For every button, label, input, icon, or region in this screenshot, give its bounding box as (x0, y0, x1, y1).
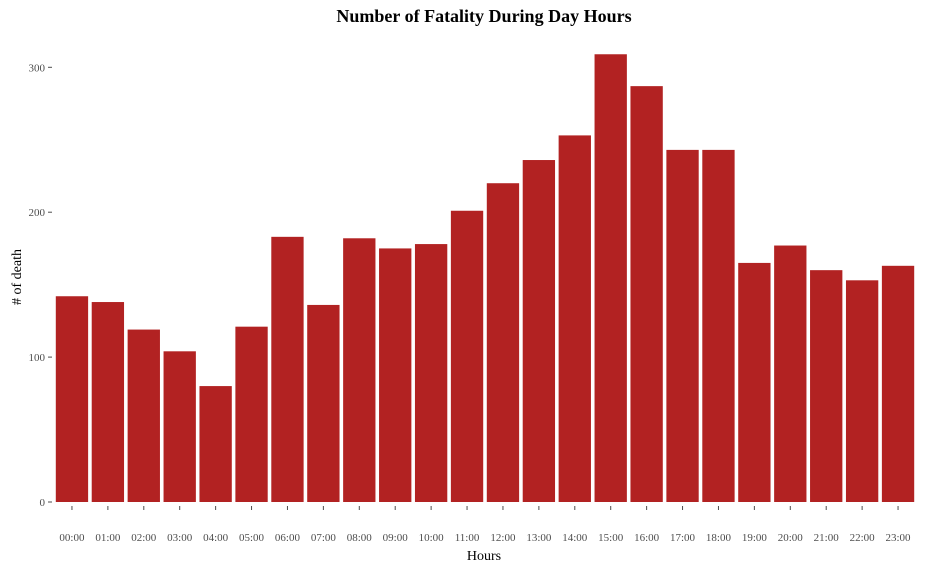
x-tick-label: 21:00 (814, 532, 840, 544)
bar (91, 302, 125, 502)
x-tick-label: 10:00 (419, 532, 445, 544)
bar (163, 351, 196, 502)
y-tick-label: 100 (29, 352, 46, 364)
bar (774, 245, 807, 503)
bar (307, 304, 340, 502)
bar (702, 149, 735, 502)
y-tick-label: 300 (29, 62, 46, 74)
x-axis-label: Hours (467, 549, 501, 564)
x-tick-label: 04:00 (203, 532, 229, 544)
x-tick-label: 17:00 (670, 532, 696, 544)
x-tick-label: 13:00 (526, 532, 552, 544)
bar (55, 296, 89, 502)
x-tick-label: 19:00 (742, 532, 768, 544)
y-tick-label: 0 (40, 497, 46, 509)
x-tick-label: 09:00 (383, 532, 409, 544)
bar (522, 160, 556, 502)
x-axis: 00:00 01:00 02:00 03:00 04:00 05:00 06:00 07:00… (59, 506, 911, 544)
x-tick-label: 16:00 (634, 532, 660, 544)
y-axis: 0 100 200 300 (29, 62, 52, 509)
chart-title: Number of Fatality During Day Hours (336, 6, 631, 26)
y-axis-label: # of death (10, 249, 25, 305)
bar (414, 244, 448, 502)
x-tick-label: 23:00 (886, 532, 912, 544)
bar (881, 265, 915, 502)
bar (666, 149, 699, 502)
bars (55, 54, 915, 503)
x-tick-label: 07:00 (311, 532, 337, 544)
bar (379, 248, 412, 502)
bar (594, 54, 627, 502)
x-tick-label: 03:00 (167, 532, 193, 544)
bar (486, 183, 520, 502)
x-tick-label: 14:00 (562, 532, 588, 544)
x-tick-label: 02:00 (131, 532, 157, 544)
x-tick-label: 22:00 (850, 532, 876, 544)
bar (199, 386, 232, 502)
bar (630, 86, 663, 503)
x-tick-label: 20:00 (778, 532, 804, 544)
bar (450, 210, 484, 502)
bar (738, 262, 771, 502)
x-tick-label: 06:00 (275, 532, 301, 544)
x-tick-label: 01:00 (95, 532, 121, 544)
x-tick-label: 12:00 (490, 532, 516, 544)
bar (235, 326, 268, 502)
y-tick-label: 200 (29, 207, 46, 219)
bar (810, 270, 843, 502)
bar (343, 238, 376, 503)
bar (271, 236, 304, 502)
bar (127, 329, 160, 502)
x-tick-label: 05:00 (239, 532, 265, 544)
bar (558, 135, 591, 502)
x-tick-label: 15:00 (598, 532, 624, 544)
x-tick-label: 11:00 (455, 532, 480, 544)
x-tick-label: 18:00 (706, 532, 732, 544)
bar (845, 280, 879, 502)
x-tick-label: 00:00 (59, 532, 85, 544)
x-tick-label: 08:00 (347, 532, 373, 544)
